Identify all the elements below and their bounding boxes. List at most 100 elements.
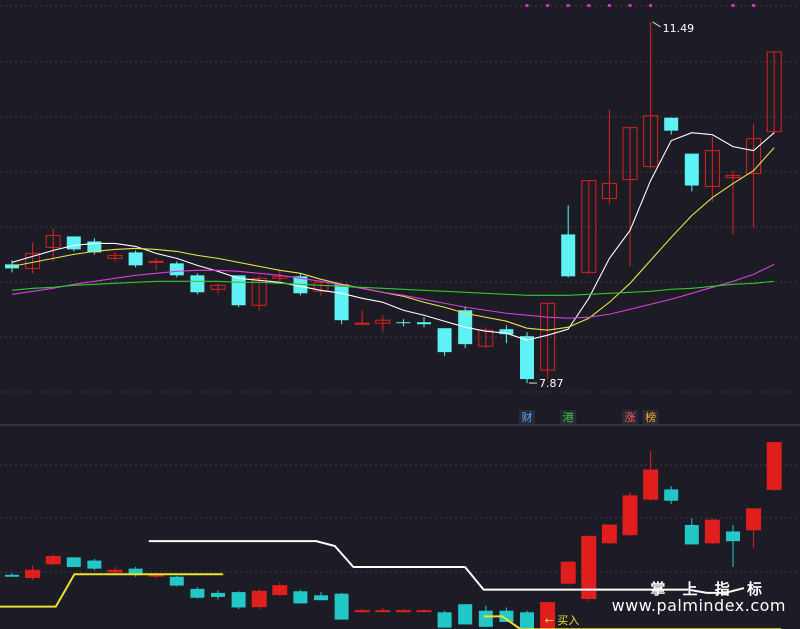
event-marker-bg bbox=[519, 410, 535, 424]
price-candle bbox=[417, 322, 431, 325]
price-candle bbox=[148, 260, 164, 263]
top-marker bbox=[731, 4, 735, 7]
price-candle bbox=[684, 153, 699, 186]
price-candle bbox=[45, 234, 61, 248]
ind-candle bbox=[726, 531, 740, 542]
ind-candle bbox=[499, 610, 514, 622]
ind-candle bbox=[664, 489, 679, 501]
ind-candle bbox=[231, 592, 246, 608]
price-candle bbox=[622, 127, 638, 181]
ind-candle bbox=[458, 604, 473, 625]
top-marker bbox=[525, 4, 529, 7]
ind-candle bbox=[128, 568, 143, 576]
ind-candle bbox=[416, 610, 432, 613]
price-candle bbox=[190, 275, 205, 293]
ind-candle bbox=[272, 585, 288, 596]
price-candle bbox=[375, 319, 391, 324]
price-candle bbox=[725, 175, 741, 179]
price-candle bbox=[581, 180, 597, 273]
ind-candle bbox=[169, 576, 184, 586]
ind-candle bbox=[314, 595, 328, 601]
price-candle bbox=[334, 284, 349, 321]
price-candle bbox=[601, 183, 617, 200]
price-candle bbox=[231, 275, 246, 306]
price-candle bbox=[210, 284, 226, 290]
watermark-name: 掌 上 指 标 bbox=[650, 580, 768, 598]
price-candle bbox=[87, 241, 102, 253]
price-candle bbox=[561, 234, 576, 277]
price-candle bbox=[396, 322, 411, 324]
event-marker: 财 bbox=[522, 410, 533, 424]
white-signal-line bbox=[148, 540, 745, 594]
price-candle bbox=[704, 150, 720, 188]
price-candle bbox=[272, 275, 288, 279]
ind-candle bbox=[25, 569, 41, 579]
price-candle bbox=[354, 322, 370, 325]
ind-candle bbox=[601, 524, 617, 544]
ind-candle bbox=[643, 469, 659, 500]
ind-candle bbox=[395, 610, 411, 613]
ind-candle bbox=[211, 592, 225, 597]
event-marker-bg bbox=[560, 410, 577, 424]
watermark-url: www.palmindex.com bbox=[611, 596, 786, 615]
ind-candle bbox=[704, 519, 720, 544]
price-candle bbox=[766, 51, 782, 133]
price-candle bbox=[520, 336, 534, 380]
ind-candle bbox=[560, 561, 576, 584]
ma5-line bbox=[11, 132, 775, 341]
top-marker bbox=[546, 4, 550, 7]
ind-candle bbox=[87, 560, 102, 569]
ind-candle bbox=[437, 612, 452, 628]
top-marker bbox=[566, 4, 570, 7]
price-candle bbox=[499, 329, 514, 335]
ind-candle bbox=[354, 610, 370, 613]
top-marker bbox=[628, 4, 632, 7]
ma60-line bbox=[11, 280, 775, 296]
ma20-line bbox=[11, 263, 775, 319]
annotation-label: 11.49 bbox=[663, 22, 695, 35]
ind-candle bbox=[5, 574, 19, 577]
event-marker: 榜 bbox=[645, 410, 656, 424]
ind-candle bbox=[334, 593, 349, 620]
top-marker bbox=[587, 4, 591, 7]
ind-candle bbox=[251, 590, 267, 608]
price-candle bbox=[746, 138, 762, 175]
event-marker: 港 bbox=[563, 411, 574, 424]
price-candle bbox=[128, 252, 143, 266]
price-candle bbox=[664, 117, 679, 131]
ind-candle bbox=[107, 569, 123, 573]
price-candle bbox=[437, 328, 452, 353]
ind-candle bbox=[293, 591, 308, 604]
ind-candle bbox=[540, 602, 556, 629]
price-candle bbox=[478, 329, 494, 347]
price-candle bbox=[251, 277, 267, 306]
price-candle bbox=[313, 281, 329, 292]
ind-candle bbox=[520, 612, 534, 629]
ind-candle bbox=[766, 442, 782, 490]
event-marker-bg bbox=[642, 410, 659, 424]
annotation-arrow bbox=[652, 21, 661, 28]
price-candle bbox=[66, 236, 81, 250]
event-marker: 涨 bbox=[625, 411, 636, 424]
ind-candle bbox=[45, 556, 61, 565]
annotation-label: 7.87 bbox=[539, 377, 564, 390]
ind-candle bbox=[375, 610, 391, 613]
ind-candle bbox=[581, 535, 597, 600]
price-candle bbox=[107, 254, 123, 259]
ind-candle bbox=[746, 508, 762, 531]
top-marker bbox=[752, 4, 756, 7]
top-marker bbox=[649, 4, 653, 7]
ind-candle bbox=[66, 557, 81, 568]
price-candle bbox=[643, 115, 659, 168]
event-marker-bg bbox=[622, 410, 638, 424]
yellow-signal-line bbox=[0, 573, 224, 608]
ind-candle bbox=[190, 588, 205, 598]
price-candle bbox=[169, 263, 184, 276]
ind-candle bbox=[622, 495, 638, 536]
top-marker bbox=[607, 4, 611, 7]
buy-signal-label: ← 买入 bbox=[545, 614, 580, 627]
ind-candle bbox=[478, 610, 493, 627]
ind-candle bbox=[684, 525, 699, 545]
